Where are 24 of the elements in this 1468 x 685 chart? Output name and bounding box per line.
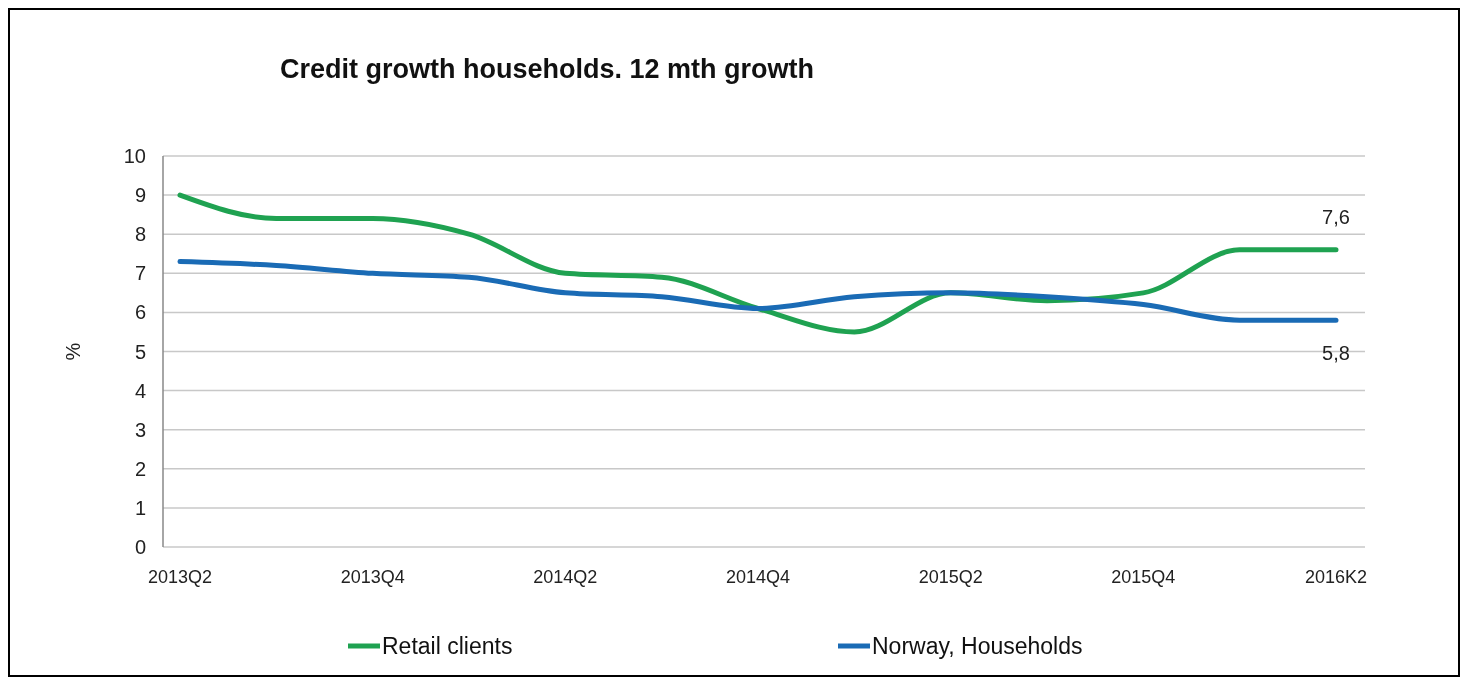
y-tick-label: 0 [134, 536, 146, 558]
y-tick-label: 6 [134, 301, 146, 324]
x-tick-label: 2013Q2 [147, 567, 213, 587]
x-tick-label: 2013Q4 [340, 567, 405, 587]
y-axis-title: % [62, 342, 84, 361]
chart-title: Credit growth households. 12 mth growth [280, 54, 815, 84]
y-tick-label: 8 [134, 223, 146, 246]
y-tick-label: 3 [134, 418, 146, 441]
x-tick-label: 2015Q4 [1111, 567, 1176, 587]
y-tick-label: 7 [134, 262, 146, 285]
y-tick-label: 5 [134, 340, 146, 363]
y-tick-label: 1 [134, 496, 146, 519]
legend-label: Retail clients [382, 633, 513, 659]
y-tick-label: 10 [123, 145, 146, 167]
y-tick-label: 4 [134, 379, 146, 402]
x-tick-label: 2014Q2 [533, 567, 598, 587]
x-tick-label: 2014Q4 [725, 567, 791, 587]
data-label: 5,8 [1322, 342, 1350, 365]
x-tick-label: 2016K2 [1304, 567, 1368, 587]
data-label: 7,6 [1322, 205, 1350, 228]
legend-label: Norway, Households [872, 633, 1083, 659]
x-tick-label: 2015Q2 [918, 567, 983, 587]
y-tick-label: 2 [134, 457, 146, 480]
y-tick-label: 9 [134, 184, 146, 207]
